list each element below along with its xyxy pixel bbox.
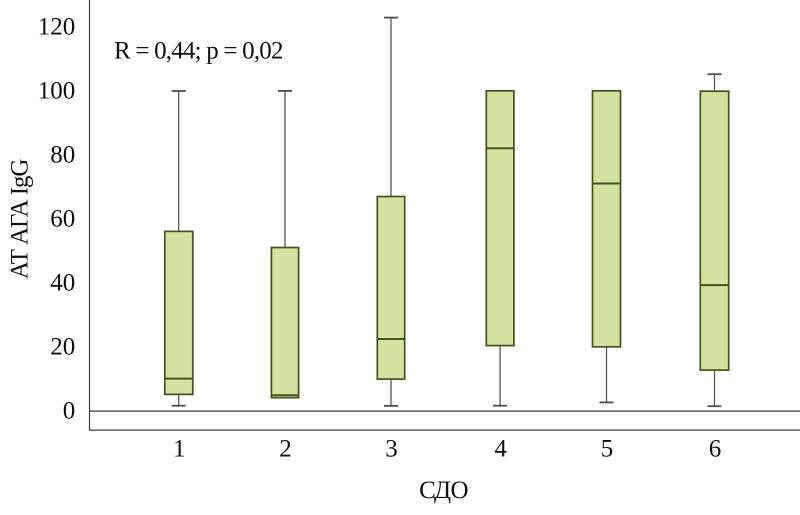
svg-text:4: 4 [494, 436, 507, 463]
svg-text:5: 5 [601, 436, 614, 463]
svg-text:40: 40 [50, 270, 75, 297]
svg-text:100: 100 [38, 78, 76, 105]
svg-text:2: 2 [279, 436, 292, 463]
svg-text:АТ АГА IgG: АТ АГА IgG [7, 159, 34, 279]
svg-text:60: 60 [50, 206, 75, 233]
svg-text:6: 6 [709, 436, 722, 463]
svg-text:СДО: СДО [419, 477, 468, 504]
svg-text:R = 0,44; p = 0,02: R = 0,44; p = 0,02 [114, 38, 283, 65]
svg-text:20: 20 [50, 334, 75, 361]
svg-text:1: 1 [173, 436, 186, 463]
svg-text:0: 0 [63, 398, 76, 425]
svg-text:80: 80 [50, 142, 75, 169]
svg-text:120: 120 [38, 14, 76, 41]
svg-text:3: 3 [385, 436, 398, 463]
